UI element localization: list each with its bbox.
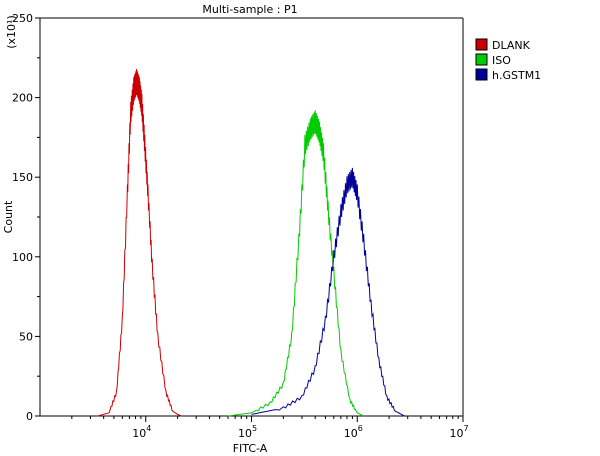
- axes: [39, 17, 464, 417]
- y-axis-label: Count: [2, 200, 15, 233]
- x-tick-label: 106: [344, 424, 363, 440]
- legend-label: ISO: [492, 54, 511, 67]
- series-line: [251, 167, 405, 417]
- y-tick-label: 100: [12, 251, 33, 264]
- y-tick-label: 200: [12, 92, 33, 105]
- y-tick-label: 50: [19, 330, 33, 343]
- x-axis-label: FITC-A: [233, 442, 268, 455]
- x-tick-label: 107: [449, 424, 468, 440]
- legend: DLANK ISO h.GSTM1: [475, 38, 541, 82]
- x-ticks: 104 105 106 107: [71, 416, 469, 440]
- legend-label: DLANK: [492, 39, 531, 52]
- legend-swatch: [475, 38, 488, 51]
- y-tick-label: 250: [12, 12, 33, 25]
- y-tick-label: 150: [12, 171, 33, 184]
- legend-label: h.GSTM1: [492, 69, 541, 82]
- x-tick-label: 104: [132, 424, 151, 440]
- series-line: [97, 68, 183, 417]
- legend-swatch: [475, 53, 488, 66]
- legend-swatch: [475, 68, 488, 81]
- series-line: [227, 110, 364, 417]
- y-tick-label: 0: [26, 410, 33, 423]
- y-ticks: 0 50 100 150 200 250: [12, 12, 40, 423]
- chart-title: Multi-sample : P1: [202, 3, 297, 16]
- y-multiplier-label: (x10¹): [5, 15, 18, 49]
- x-tick-label: 105: [238, 424, 257, 440]
- series-lines: [97, 68, 405, 417]
